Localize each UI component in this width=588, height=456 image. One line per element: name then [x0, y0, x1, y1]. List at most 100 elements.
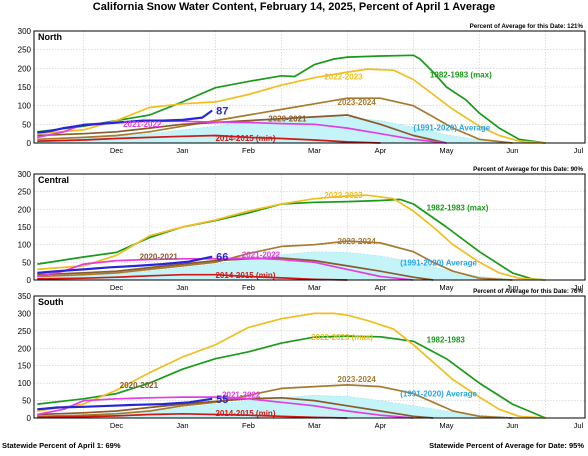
x-tick-label: Mar [308, 283, 321, 292]
series-label-y2014: 2014-2015 (min) [215, 134, 275, 143]
y-tick-label: 0 [27, 276, 32, 285]
x-tick-label: Mar [308, 421, 321, 430]
series-area-avg [37, 251, 539, 281]
y-tick-label: 250 [18, 188, 32, 197]
percent-of-average-label: Percent of Average for this Date: 90% [473, 166, 583, 173]
y-tick-label: 0 [27, 139, 32, 148]
percent-of-average-label: Percent of Average for this Date: 121% [470, 23, 584, 30]
current-value-label: 66 [216, 252, 228, 264]
chart-title: California Snow Water Content, February … [92, 1, 496, 13]
series-label-y2022: 2022-2023 [324, 191, 363, 200]
plot-frame-0 [33, 30, 586, 144]
x-tick-label: May [439, 421, 453, 430]
series-label-y2020: 2020-2021 [120, 381, 159, 390]
y-tick-label: 200 [18, 344, 32, 353]
y-tick-label: 150 [18, 223, 32, 232]
x-tick-label: Apr [375, 146, 387, 155]
series-label-y2020: 2020-2021 [140, 253, 179, 262]
x-tick-label: Jan [176, 283, 188, 292]
x-tick-label: Jan [176, 421, 188, 430]
series-label-avg: (1991-2020) Average [413, 123, 490, 132]
series-line-y1982 [37, 198, 546, 281]
x-tick-label: Feb [242, 421, 255, 430]
y-tick-label: 50 [22, 120, 31, 129]
y-tick-label: 100 [18, 102, 32, 111]
series-label-y2020: 2020-2021 [268, 114, 307, 123]
series-line-y2022 [37, 312, 546, 419]
series-label-avg: (1991-2020) Average [400, 258, 477, 267]
series-label-y2021: 2021-2022 [242, 251, 281, 260]
current-value-label: 87 [216, 106, 228, 118]
plot-frame-2 [33, 295, 586, 419]
series-line-y2023 [37, 97, 513, 144]
series-label-y2023: 2023-2024 [338, 237, 377, 246]
series-line-y2021 [37, 257, 414, 281]
x-tick-label: Jun [506, 283, 518, 292]
series-label-y1982: 1982-1983 [427, 336, 466, 345]
footer-statewide-average: Statewide Percent of Average for Date: 9… [429, 441, 584, 450]
y-tick-label: 100 [18, 241, 32, 250]
series-line-y2021 [37, 396, 414, 419]
y-tick-label: 250 [18, 327, 32, 336]
series-label-avg: (1991-2020) Average [400, 390, 477, 399]
y-tick-label: 300 [18, 170, 32, 179]
y-tick-label: 0 [27, 414, 32, 423]
series-line-y2014 [37, 273, 348, 281]
region-label: Central [38, 175, 69, 185]
series-label-y2014: 2014-2015 (min) [215, 271, 275, 280]
series-line-y2014 [37, 134, 381, 144]
series-line-y2023 [37, 384, 513, 419]
y-tick-label: 300 [18, 309, 32, 318]
x-tick-label: Mar [308, 146, 321, 155]
x-tick-label: Feb [242, 283, 255, 292]
series-label-y2014: 2014-2015 (min) [215, 409, 275, 418]
x-tick-label: Dec [110, 146, 124, 155]
plot-frame-1 [33, 173, 586, 281]
series-label-y2021: 2021-2022 [222, 390, 261, 399]
y-tick-label: 100 [18, 379, 32, 388]
series-label-y2023: 2023-2024 [338, 375, 377, 384]
series-line-y1982 [37, 54, 546, 144]
region-label: South [38, 297, 64, 307]
series-line-y2023 [37, 240, 513, 281]
y-tick-label: 150 [18, 362, 32, 371]
y-tick-label: 350 [18, 292, 32, 301]
x-tick-label: Jul [574, 283, 584, 292]
x-tick-label: Jul [574, 421, 584, 430]
series-line-y1982 [37, 335, 546, 419]
series-line-y2014 [37, 412, 348, 419]
series-label-y2023: 2023-2024 [338, 98, 377, 107]
x-tick-label: Jan [176, 146, 188, 155]
x-tick-label: Apr [375, 283, 387, 292]
series-line-current [37, 397, 213, 411]
y-tick-label: 150 [18, 83, 32, 92]
x-tick-label: Jun [506, 421, 518, 430]
x-tick-label: May [439, 283, 453, 292]
percent-of-average-label: Percent of Average for this Date: 76% [473, 288, 583, 295]
x-tick-label: Jun [506, 146, 518, 155]
x-tick-label: Feb [242, 146, 255, 155]
x-tick-label: Jul [574, 146, 584, 155]
region-label: North [38, 32, 62, 42]
series-line-current [37, 255, 213, 274]
series-line-y2022 [37, 68, 546, 144]
y-tick-label: 250 [18, 46, 32, 55]
x-tick-label: May [439, 146, 453, 155]
x-tick-label: Dec [110, 421, 124, 430]
x-tick-label: Dec [110, 283, 124, 292]
y-tick-label: 50 [22, 258, 31, 267]
y-tick-label: 200 [18, 64, 32, 73]
series-line-current [37, 109, 213, 134]
series-line-y2022 [37, 194, 546, 281]
x-tick-label: Apr [375, 421, 387, 430]
y-tick-label: 300 [18, 27, 32, 36]
current-value-label: 55 [216, 394, 228, 406]
series-label-y2022: 2022-2023 (max) [311, 333, 373, 342]
footer-statewide-april1: Statewide Percent of April 1: 69% [2, 441, 121, 450]
series-label-y2022: 2022-2023 [324, 73, 363, 82]
series-label-y2021: 2021-2022 [123, 120, 162, 129]
y-tick-label: 200 [18, 205, 32, 214]
y-tick-label: 50 [22, 397, 31, 406]
series-line-y2020 [37, 114, 447, 144]
